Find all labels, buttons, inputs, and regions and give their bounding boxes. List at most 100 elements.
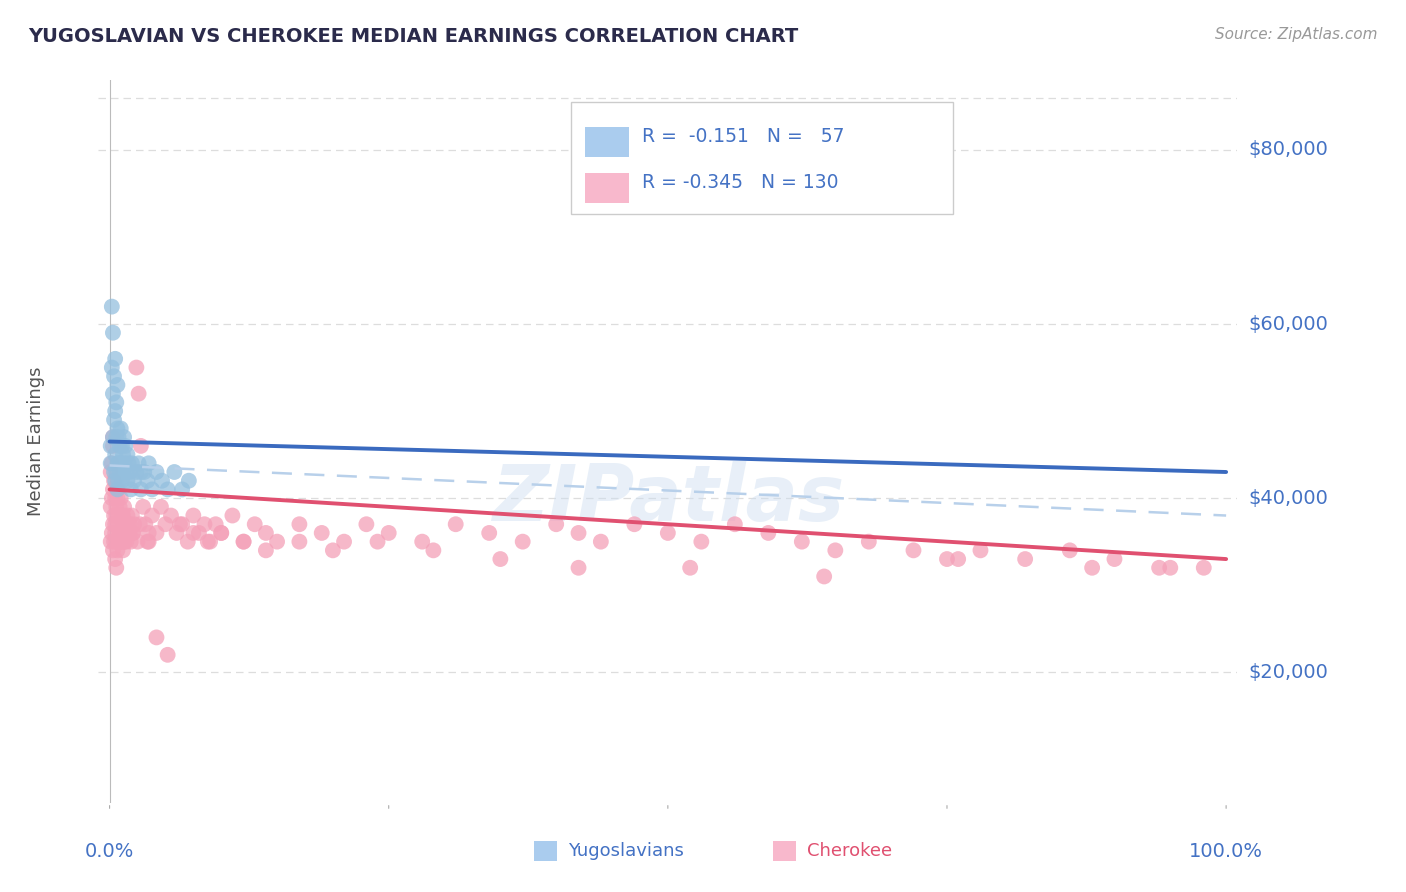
Point [690,534,713,549]
Point [166,525,188,540]
Point [254,543,277,558]
Point [623,517,645,532]
Point [756,525,779,540]
Point [105,561,128,575]
Point [103,508,125,523]
Point [134,517,156,532]
Point [118,465,141,479]
Text: 100.0%: 100.0% [1189,842,1263,861]
Point [114,439,136,453]
Point [311,525,333,540]
Point [111,508,134,523]
Text: 0.0%: 0.0% [84,842,134,861]
Point [177,474,200,488]
Point [149,500,172,514]
Point [104,517,127,532]
Point [101,439,124,453]
Point [111,534,134,549]
Point [198,534,221,549]
Point [183,525,205,540]
Text: Source: ZipAtlas.com: Source: ZipAtlas.com [1215,27,1378,42]
Text: $60,000: $60,000 [1249,315,1329,334]
Point [132,500,155,514]
Point [101,300,124,314]
Point [156,648,179,662]
Point [197,534,219,549]
Point [117,456,139,470]
Point [107,543,129,558]
Point [115,465,138,479]
Point [121,508,143,523]
Point [107,508,129,523]
Point [107,430,129,444]
Point [101,525,124,540]
Point [141,483,163,497]
Point [107,421,129,435]
Point [936,552,959,566]
FancyBboxPatch shape [571,102,953,214]
Point [411,534,433,549]
Point [117,525,139,540]
Point [790,534,813,549]
Point [112,456,135,470]
Point [589,534,612,549]
Point [377,525,399,540]
Point [193,517,215,532]
Point [160,508,183,523]
Point [367,534,389,549]
Point [128,456,150,470]
Point [110,456,132,470]
Point [111,439,134,453]
Point [108,500,131,514]
Point [724,517,747,532]
Point [101,430,124,444]
Point [546,517,568,532]
Point [101,360,124,375]
Point [232,534,254,549]
Point [567,525,589,540]
Point [122,474,145,488]
Point [105,500,128,514]
Point [101,430,124,444]
Point [111,517,134,532]
Point [107,456,129,470]
Point [172,483,194,497]
Point [288,517,311,532]
Point [1014,552,1036,566]
Point [946,552,969,566]
Point [145,465,167,479]
Point [322,543,344,558]
Point [288,534,311,549]
Point [103,369,125,384]
Point [138,456,160,470]
Point [110,421,132,435]
Point [136,534,159,549]
Point [107,491,129,505]
Point [169,517,191,532]
Point [145,631,167,645]
Point [107,456,129,470]
Point [111,474,134,488]
Point [266,534,288,549]
Text: R = -0.345   N = 130: R = -0.345 N = 130 [643,173,839,193]
Point [110,525,132,540]
Point [657,525,679,540]
Point [117,508,139,523]
Point [134,465,156,479]
Point [108,439,131,453]
Point [108,465,131,479]
Point [105,430,128,444]
Point [128,386,150,401]
Point [969,543,991,558]
Point [127,534,149,549]
Point [204,517,226,532]
Point [104,552,127,566]
Point [903,543,925,558]
Point [111,543,134,558]
Point [679,561,702,575]
Point [117,448,139,462]
Point [128,517,150,532]
Point [187,525,209,540]
Point [125,360,148,375]
Point [489,552,512,566]
